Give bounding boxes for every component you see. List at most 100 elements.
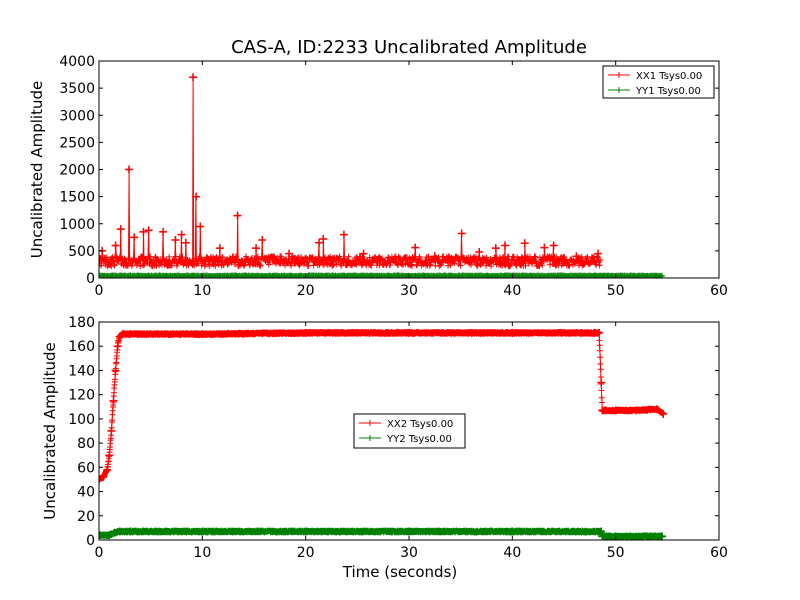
spike-point [359,249,368,258]
y-axis-label: Uncalibrated Amplitude [28,81,46,258]
spike-point [215,244,224,253]
spike-point [430,252,439,261]
spike-point [285,249,294,258]
data-point [105,451,114,460]
data-point [113,342,122,351]
x-tick-label: 50 [607,545,625,561]
data-point [99,531,103,540]
legend-marker [616,72,622,78]
spike-point [475,247,484,256]
y-tick-label: 3000 [59,108,95,124]
series-layer [99,73,666,278]
data-point [126,330,134,339]
x-tick-label: 50 [607,283,625,299]
data-point [109,396,118,405]
data-point [595,328,604,337]
y-axis-label: Uncalibrated Amplitude [41,342,59,519]
data-point [198,330,207,339]
spike-point [411,243,420,252]
spike-point [139,227,148,236]
y-tick-label: 100 [68,412,95,428]
series-2 [99,272,666,278]
spike-point [111,241,120,250]
legend-item: YY2 Tsys0.00 [359,434,452,445]
series-markers [99,272,666,278]
spike-point [252,244,261,253]
chart-title: CAS-A, ID:2233 Uncalibrated Amplitude [231,37,587,58]
data-point [658,532,667,540]
data-point [508,328,517,337]
legend-marker [367,435,373,441]
y-tick-label: 80 [77,436,95,452]
data-point [118,330,127,339]
legend-marker [367,420,373,426]
data-point [659,410,668,419]
y-tick-label: 140 [68,363,95,379]
spike-point [540,243,549,252]
x-tick-label: 40 [503,545,521,561]
y-tick-label: 120 [68,388,95,404]
spike-point [594,249,603,258]
data-point [111,366,120,375]
y-tick-label: 2000 [59,163,95,179]
data-point [99,473,108,482]
spike-point [258,236,267,245]
series-2 [99,527,667,540]
data-point [198,527,207,536]
spike-point [192,192,201,201]
x-tick-label: 30 [400,283,418,299]
legend-label: YY1 Tsys0.00 [635,86,701,97]
x-tick-label: 10 [193,545,211,561]
y-tick-label: 2500 [59,135,95,151]
spike-point [339,230,348,239]
data-point [405,527,413,536]
data-point [103,465,112,474]
legend-item: YY1 Tsys0.00 [608,86,701,97]
y-tick-label: 1500 [59,190,95,206]
spike-point [171,236,180,245]
series-1 [99,73,604,270]
spike-point [124,165,133,174]
y-tick-label: 500 [68,244,95,260]
legend-marker [616,87,622,93]
data-point [597,378,606,387]
data-point [508,527,517,536]
data-point [110,528,119,537]
spike-point [116,225,125,234]
spike-point [501,241,510,250]
x-tick-label: 20 [297,545,315,561]
y-tick-label: 180 [68,315,95,331]
legend-box [602,65,715,99]
x-tick-label: 40 [503,283,521,299]
spike-point [196,222,205,231]
spike-point [315,238,324,247]
data-point [115,527,124,536]
series-layer [99,328,668,540]
legend-label: YY2 Tsys0.00 [386,434,452,445]
spike-point [189,73,198,82]
data-point [126,527,134,536]
y-tick-label: 60 [77,460,95,476]
legend-item: XX2 Tsys0.00 [359,419,453,430]
data-point [597,527,606,536]
legend: XX1 Tsys0.00 YY1 Tsys0.00 [602,65,715,99]
x-tick-label: 20 [297,283,315,299]
y-tick-label: 20 [77,509,95,525]
x-axis-label: Time (seconds) [342,563,458,581]
x-tick-label: 0 [95,283,104,299]
spike-point [491,244,500,253]
y-tick-label: 160 [68,339,95,355]
data-point [632,406,641,415]
spike-point [233,211,242,220]
y-tick-label: 0 [86,533,95,549]
y-tick-label: 1000 [59,217,95,233]
data-point [653,405,661,414]
spike-point [177,230,186,239]
spike-point [572,252,581,261]
axes: 0 10 20 30 40 50 60 0 500 1000 1500 2000 2500 3000 350… [59,54,728,299]
y-tick-label: 4000 [59,54,95,70]
spike-point [319,234,328,243]
data-point [301,527,310,536]
spike-point [520,239,529,248]
